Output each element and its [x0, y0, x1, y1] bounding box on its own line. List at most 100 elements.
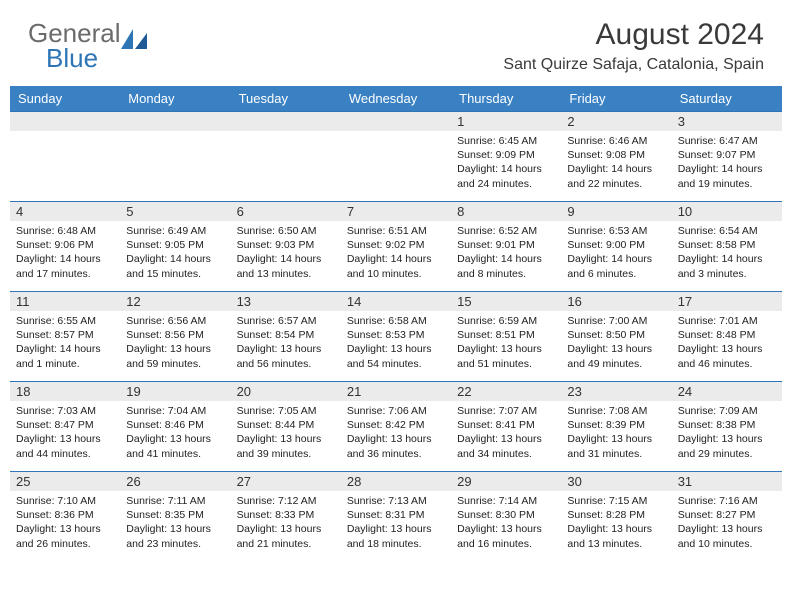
day-sunrise: Sunrise: 7:03 AM: [16, 404, 114, 418]
day-sunrise: Sunrise: 6:57 AM: [237, 314, 335, 328]
day-number: 28: [341, 472, 451, 491]
day-d2: and 23 minutes.: [126, 537, 224, 551]
day-number: 21: [341, 382, 451, 401]
day-sunset: Sunset: 8:38 PM: [678, 418, 776, 432]
day-sunrise: Sunrise: 7:01 AM: [678, 314, 776, 328]
day-d2: and 29 minutes.: [678, 447, 776, 461]
day-sunset: Sunset: 8:35 PM: [126, 508, 224, 522]
day-sunset: Sunset: 8:51 PM: [457, 328, 555, 342]
day-d1: Daylight: 13 hours: [347, 432, 445, 446]
day-d1: Daylight: 13 hours: [16, 522, 114, 536]
day-d2: and 8 minutes.: [457, 267, 555, 281]
day-sunset: Sunset: 8:47 PM: [16, 418, 114, 432]
day-cell: 8Sunrise: 6:52 AMSunset: 9:01 PMDaylight…: [451, 201, 561, 291]
day-d1: Daylight: 13 hours: [237, 342, 335, 356]
day-sunset: Sunset: 9:05 PM: [126, 238, 224, 252]
day-sunrise: Sunrise: 6:45 AM: [457, 134, 555, 148]
day-number: 26: [120, 472, 230, 491]
day-cell: 15Sunrise: 6:59 AMSunset: 8:51 PMDayligh…: [451, 291, 561, 381]
day-sunset: Sunset: 8:50 PM: [567, 328, 665, 342]
day-sunset: Sunset: 8:39 PM: [567, 418, 665, 432]
day-number: 24: [672, 382, 782, 401]
day-body: Sunrise: 7:00 AMSunset: 8:50 PMDaylight:…: [561, 311, 671, 375]
day-d2: and 15 minutes.: [126, 267, 224, 281]
day-d2: and 34 minutes.: [457, 447, 555, 461]
day-sunrise: Sunrise: 7:11 AM: [126, 494, 224, 508]
day-sunrise: Sunrise: 6:55 AM: [16, 314, 114, 328]
day-cell: 6Sunrise: 6:50 AMSunset: 9:03 PMDaylight…: [231, 201, 341, 291]
day-cell: 14Sunrise: 6:58 AMSunset: 8:53 PMDayligh…: [341, 291, 451, 381]
weekday-header: Friday: [561, 86, 671, 111]
day-sunset: Sunset: 8:31 PM: [347, 508, 445, 522]
day-body: Sunrise: 6:59 AMSunset: 8:51 PMDaylight:…: [451, 311, 561, 375]
day-d1: Daylight: 13 hours: [126, 522, 224, 536]
day-cell: 21Sunrise: 7:06 AMSunset: 8:42 PMDayligh…: [341, 381, 451, 471]
day-body: Sunrise: 6:50 AMSunset: 9:03 PMDaylight:…: [231, 221, 341, 285]
day-cell: 23Sunrise: 7:08 AMSunset: 8:39 PMDayligh…: [561, 381, 671, 471]
day-sunset: Sunset: 9:06 PM: [16, 238, 114, 252]
day-d1: Daylight: 13 hours: [678, 432, 776, 446]
day-d2: and 24 minutes.: [457, 177, 555, 191]
day-sunset: Sunset: 8:53 PM: [347, 328, 445, 342]
day-sunrise: Sunrise: 6:46 AM: [567, 134, 665, 148]
day-sunrise: Sunrise: 6:59 AM: [457, 314, 555, 328]
day-cell: 9Sunrise: 6:53 AMSunset: 9:00 PMDaylight…: [561, 201, 671, 291]
day-sunrise: Sunrise: 7:00 AM: [567, 314, 665, 328]
day-d1: Daylight: 13 hours: [16, 432, 114, 446]
day-d2: and 46 minutes.: [678, 357, 776, 371]
weekday-header: Thursday: [451, 86, 561, 111]
day-body: Sunrise: 6:56 AMSunset: 8:56 PMDaylight:…: [120, 311, 230, 375]
day-cell: 22Sunrise: 7:07 AMSunset: 8:41 PMDayligh…: [451, 381, 561, 471]
day-number: 8: [451, 202, 561, 221]
day-d2: and 10 minutes.: [678, 537, 776, 551]
day-body: Sunrise: 7:13 AMSunset: 8:31 PMDaylight:…: [341, 491, 451, 555]
day-number: 10: [672, 202, 782, 221]
day-d1: Daylight: 13 hours: [347, 342, 445, 356]
day-body: Sunrise: 6:53 AMSunset: 9:00 PMDaylight:…: [561, 221, 671, 285]
day-sunset: Sunset: 8:44 PM: [237, 418, 335, 432]
day-d2: and 18 minutes.: [347, 537, 445, 551]
day-body: Sunrise: 7:10 AMSunset: 8:36 PMDaylight:…: [10, 491, 120, 555]
day-cell: 25Sunrise: 7:10 AMSunset: 8:36 PMDayligh…: [10, 471, 120, 561]
day-cell: 1Sunrise: 6:45 AMSunset: 9:09 PMDaylight…: [451, 111, 561, 201]
day-d1: Daylight: 14 hours: [567, 252, 665, 266]
title-block: August 2024 Sant Quirze Safaja, Cataloni…: [503, 18, 764, 74]
day-body: Sunrise: 6:58 AMSunset: 8:53 PMDaylight:…: [341, 311, 451, 375]
day-body: Sunrise: 7:01 AMSunset: 8:48 PMDaylight:…: [672, 311, 782, 375]
day-cell: 12Sunrise: 6:56 AMSunset: 8:56 PMDayligh…: [120, 291, 230, 381]
day-sunrise: Sunrise: 7:16 AM: [678, 494, 776, 508]
day-sunrise: Sunrise: 6:48 AM: [16, 224, 114, 238]
title-month: August 2024: [503, 18, 764, 52]
day-sunrise: Sunrise: 6:50 AM: [237, 224, 335, 238]
day-d1: Daylight: 13 hours: [567, 432, 665, 446]
day-number: 15: [451, 292, 561, 311]
day-sunrise: Sunrise: 7:12 AM: [237, 494, 335, 508]
day-cell: 20Sunrise: 7:05 AMSunset: 8:44 PMDayligh…: [231, 381, 341, 471]
day-d2: and 31 minutes.: [567, 447, 665, 461]
day-number: 3: [672, 112, 782, 131]
day-sunset: Sunset: 8:28 PM: [567, 508, 665, 522]
day-sunset: Sunset: 8:27 PM: [678, 508, 776, 522]
day-sunset: Sunset: 8:36 PM: [16, 508, 114, 522]
day-d2: and 17 minutes.: [16, 267, 114, 281]
day-cell: 31Sunrise: 7:16 AMSunset: 8:27 PMDayligh…: [672, 471, 782, 561]
day-d1: Daylight: 13 hours: [567, 522, 665, 536]
day-d1: Daylight: 14 hours: [16, 342, 114, 356]
day-cell: 10Sunrise: 6:54 AMSunset: 8:58 PMDayligh…: [672, 201, 782, 291]
day-sunrise: Sunrise: 6:53 AM: [567, 224, 665, 238]
logo-text-block: General Blue: [28, 18, 147, 74]
day-sunrise: Sunrise: 6:51 AM: [347, 224, 445, 238]
day-number: 6: [231, 202, 341, 221]
day-body: Sunrise: 6:45 AMSunset: 9:09 PMDaylight:…: [451, 131, 561, 195]
day-body: Sunrise: 7:14 AMSunset: 8:30 PMDaylight:…: [451, 491, 561, 555]
day-body: Sunrise: 7:06 AMSunset: 8:42 PMDaylight:…: [341, 401, 451, 465]
day-d2: and 36 minutes.: [347, 447, 445, 461]
day-d2: and 10 minutes.: [347, 267, 445, 281]
day-cell: 17Sunrise: 7:01 AMSunset: 8:48 PMDayligh…: [672, 291, 782, 381]
day-d1: Daylight: 14 hours: [347, 252, 445, 266]
day-d2: and 54 minutes.: [347, 357, 445, 371]
logo: General Blue: [28, 18, 147, 74]
day-number: 22: [451, 382, 561, 401]
day-sunset: Sunset: 8:56 PM: [126, 328, 224, 342]
day-d1: Daylight: 13 hours: [237, 432, 335, 446]
